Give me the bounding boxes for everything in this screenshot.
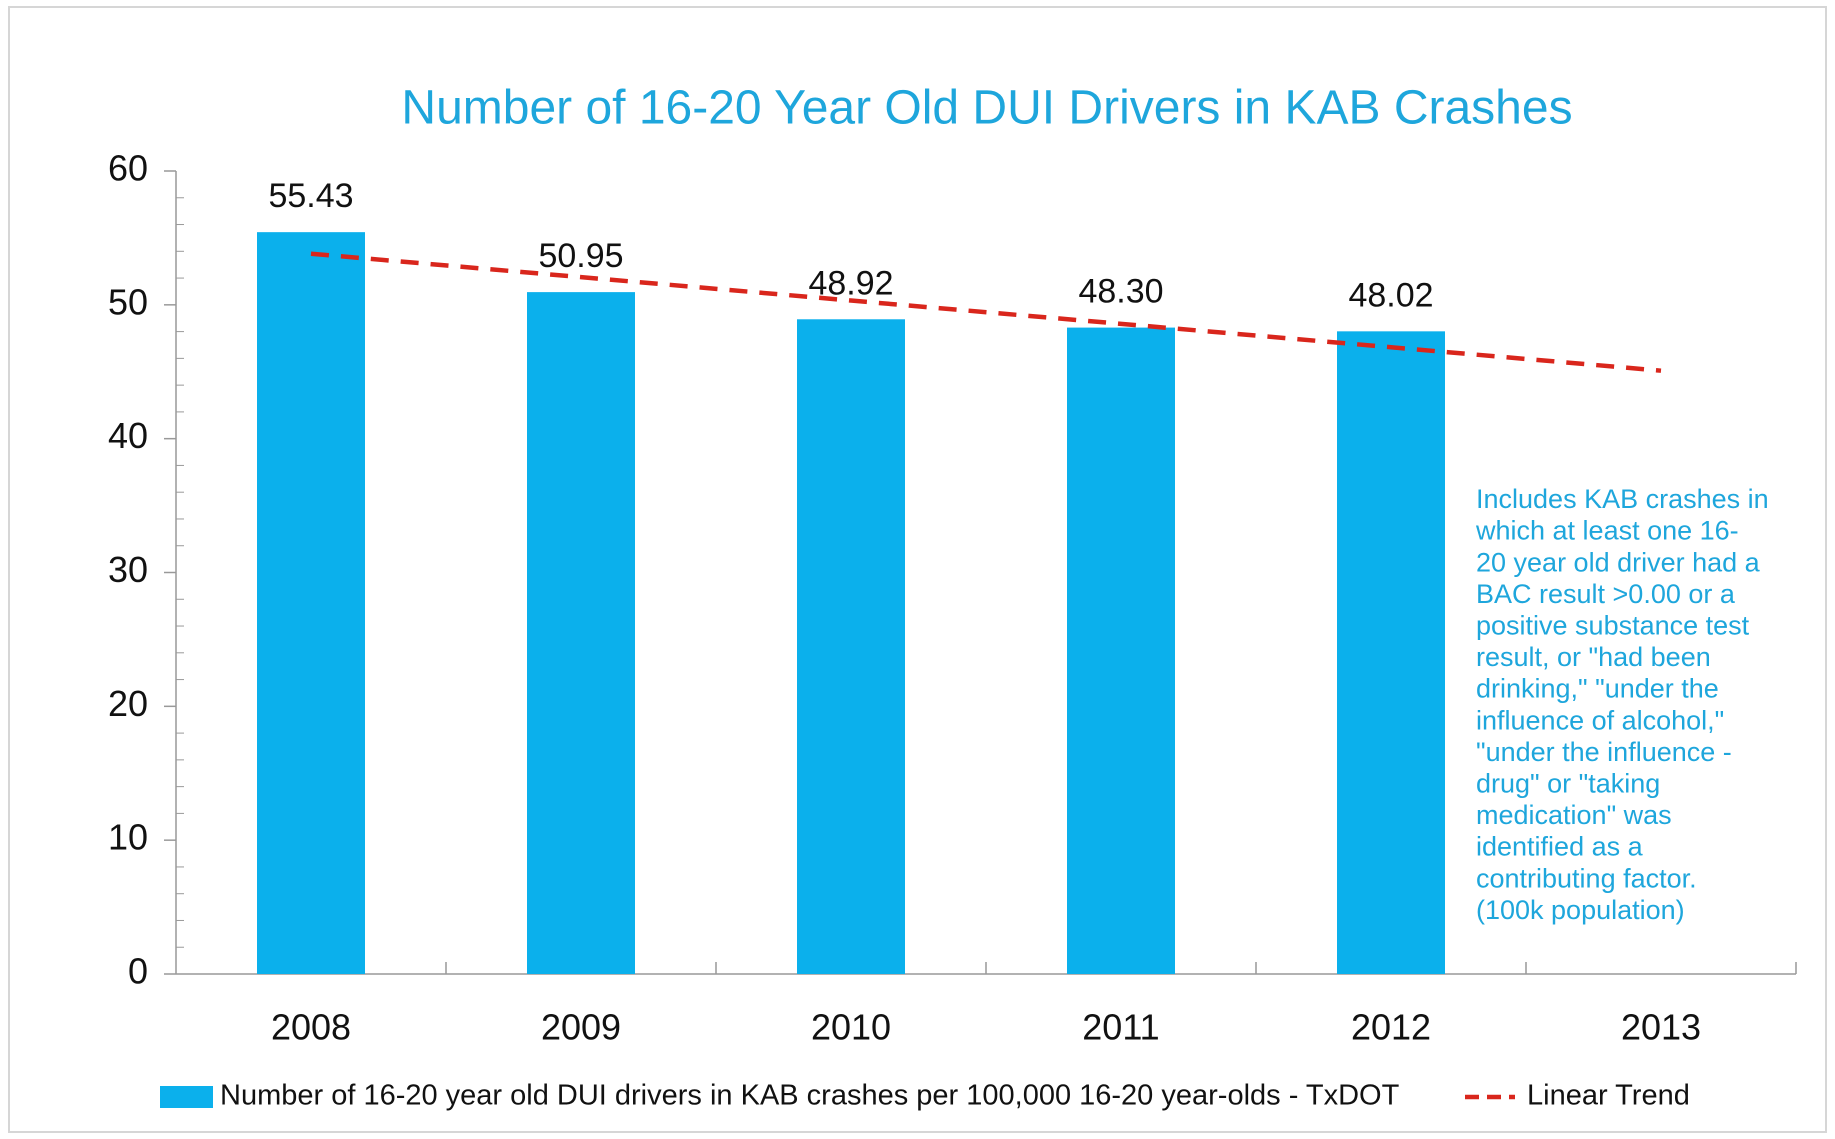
y-tick-label: 0 (128, 951, 148, 992)
trend-line (310, 251, 1662, 373)
annotation-line: influence of alcohol," (1476, 705, 1724, 735)
y-tick-label: 60 (108, 148, 148, 189)
annotation-line: "under the influence - (1476, 737, 1732, 767)
y-tick-label: 20 (108, 683, 148, 724)
bar (1067, 327, 1175, 975)
y-tick-label: 30 (108, 549, 148, 590)
x-tick-label: 2008 (271, 1007, 351, 1048)
y-tick-label: 40 (108, 415, 148, 456)
legend-label: Linear Trend (1527, 1080, 1690, 1112)
data-label: 48.02 (1348, 276, 1433, 314)
bar (797, 319, 905, 974)
annotation-line: 20 year old driver had a (1476, 547, 1761, 577)
bar (257, 232, 365, 974)
annotation-line: Includes KAB crashes in (1476, 484, 1769, 514)
x-tick-label: 2013 (1621, 1007, 1701, 1048)
legend-label: Number of 16-20 year old DUI drivers in … (220, 1080, 1400, 1112)
chart-frame (8, 6, 1827, 1133)
data-label: 50.95 (538, 237, 623, 275)
annotation-line: positive substance test (1476, 611, 1750, 641)
annotation-line: identified as a (1476, 832, 1644, 862)
x-tick-label: 2012 (1351, 1007, 1431, 1048)
annotation-line: which at least one 16- (1475, 516, 1739, 546)
legend-swatch (160, 1086, 213, 1108)
x-tick-label: 2011 (1082, 1007, 1159, 1048)
chart-title: Number of 16-20 Year Old DUI Drivers in … (401, 82, 1572, 135)
data-label: 48.30 (1078, 273, 1163, 311)
annotation-line: drug" or "taking (1476, 769, 1660, 799)
bar (1337, 331, 1445, 974)
x-tick-label: 2009 (541, 1007, 621, 1048)
y-tick-label: 50 (108, 281, 148, 322)
bar (527, 292, 635, 975)
annotation-line: medication" was (1476, 800, 1672, 830)
data-label: 55.43 (268, 177, 353, 215)
annotation-line: BAC result >0.00 or a (1476, 579, 1736, 609)
annotation-line: result, or "had been (1476, 642, 1711, 672)
x-tick-label: 2010 (811, 1007, 891, 1048)
y-tick-label: 10 (108, 817, 148, 858)
annotation-line: drinking," "under the (1476, 674, 1719, 704)
annotation-line: (100k population) (1476, 895, 1685, 925)
annotation-line: contributing factor. (1476, 863, 1697, 893)
